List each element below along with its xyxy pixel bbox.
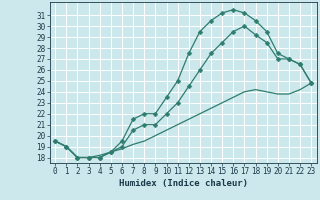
X-axis label: Humidex (Indice chaleur): Humidex (Indice chaleur) (119, 179, 248, 188)
